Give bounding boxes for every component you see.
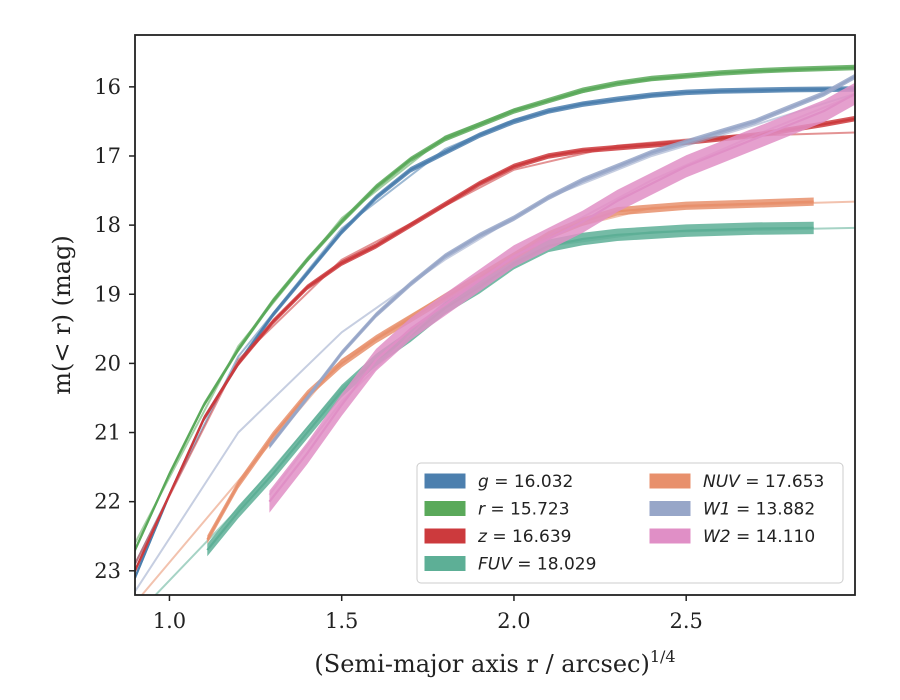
x-axis-label-exponent: 1/4 xyxy=(650,647,676,666)
legend-swatch-w2 xyxy=(649,528,691,544)
legend-label-g: g = 16.032 xyxy=(478,472,573,492)
ticks: 1.0 1.5 2.0 2.5 16 17 18 19 20 21 22 23 xyxy=(94,75,703,633)
legend-swatch-nuv xyxy=(649,473,691,489)
y-tick-label: 22 xyxy=(94,490,121,514)
x-tick-label: 1.0 xyxy=(153,609,186,633)
series-line-r xyxy=(135,66,855,551)
series-line-w2 xyxy=(268,92,855,503)
legend-label-w1: W1 = 13.882 xyxy=(703,500,815,520)
y-tick-label: 21 xyxy=(94,421,121,445)
series-model-w2 xyxy=(268,94,855,496)
legend-value: = 18.029 xyxy=(512,555,597,575)
legend-value: = 13.882 xyxy=(731,500,816,520)
legend-symbol: r xyxy=(478,500,486,520)
y-tick-label: 16 xyxy=(94,75,121,99)
legend-swatch-w1 xyxy=(649,501,691,516)
legend-frame xyxy=(416,462,844,584)
x-tick-label: 2.5 xyxy=(669,609,702,633)
y-tick-label: 19 xyxy=(94,282,121,306)
y-tick-label: 17 xyxy=(94,144,121,168)
y-axis-label: m(< r) (mag) xyxy=(48,235,76,394)
legend-label-w2: W2 = 14.110 xyxy=(703,527,815,547)
x-axis-label: (Semi-major axis r / arcsec)1/4 xyxy=(314,647,675,678)
y-tick-label: 20 xyxy=(94,351,121,375)
series-band-w2 xyxy=(269,82,855,513)
plot-area xyxy=(135,64,855,595)
legend-swatch-r xyxy=(424,501,466,516)
legend-value: = 14.110 xyxy=(731,527,816,547)
legend-label-z: z = 16.639 xyxy=(477,527,571,547)
series-line-w1 xyxy=(268,75,855,448)
legend-symbol: FUV xyxy=(478,555,513,575)
legend-symbol: z xyxy=(477,527,488,547)
legend-label-r: r = 15.723 xyxy=(478,500,570,520)
y-tick-label: 23 xyxy=(94,559,121,583)
legend-value: = 16.032 xyxy=(489,472,574,492)
legend-swatch-fuv xyxy=(424,556,466,571)
legend-symbol: NUV xyxy=(703,472,741,492)
legend-label-fuv: FUV = 18.029 xyxy=(478,555,596,575)
legend-symbol: g xyxy=(478,472,489,492)
legend-swatch-z xyxy=(424,528,466,544)
legend-label-nuv: NUV = 17.653 xyxy=(703,472,824,492)
y-tick-label: 18 xyxy=(94,213,121,237)
legend-swatch-g xyxy=(424,473,466,489)
legend-value: = 16.639 xyxy=(487,527,572,547)
legend-value: = 17.653 xyxy=(740,472,825,492)
x-tick-label: 1.5 xyxy=(325,609,358,633)
legend-value: = 15.723 xyxy=(485,500,570,520)
legend-symbol: W1 xyxy=(703,500,731,520)
series-model-w1 xyxy=(135,92,855,593)
plot-frame xyxy=(134,34,856,596)
x-tick-label: 2.0 xyxy=(497,609,530,633)
legend-symbol: W2 xyxy=(703,527,731,547)
x-axis-label-text: (Semi-major axis r / arcsec) xyxy=(314,650,649,678)
